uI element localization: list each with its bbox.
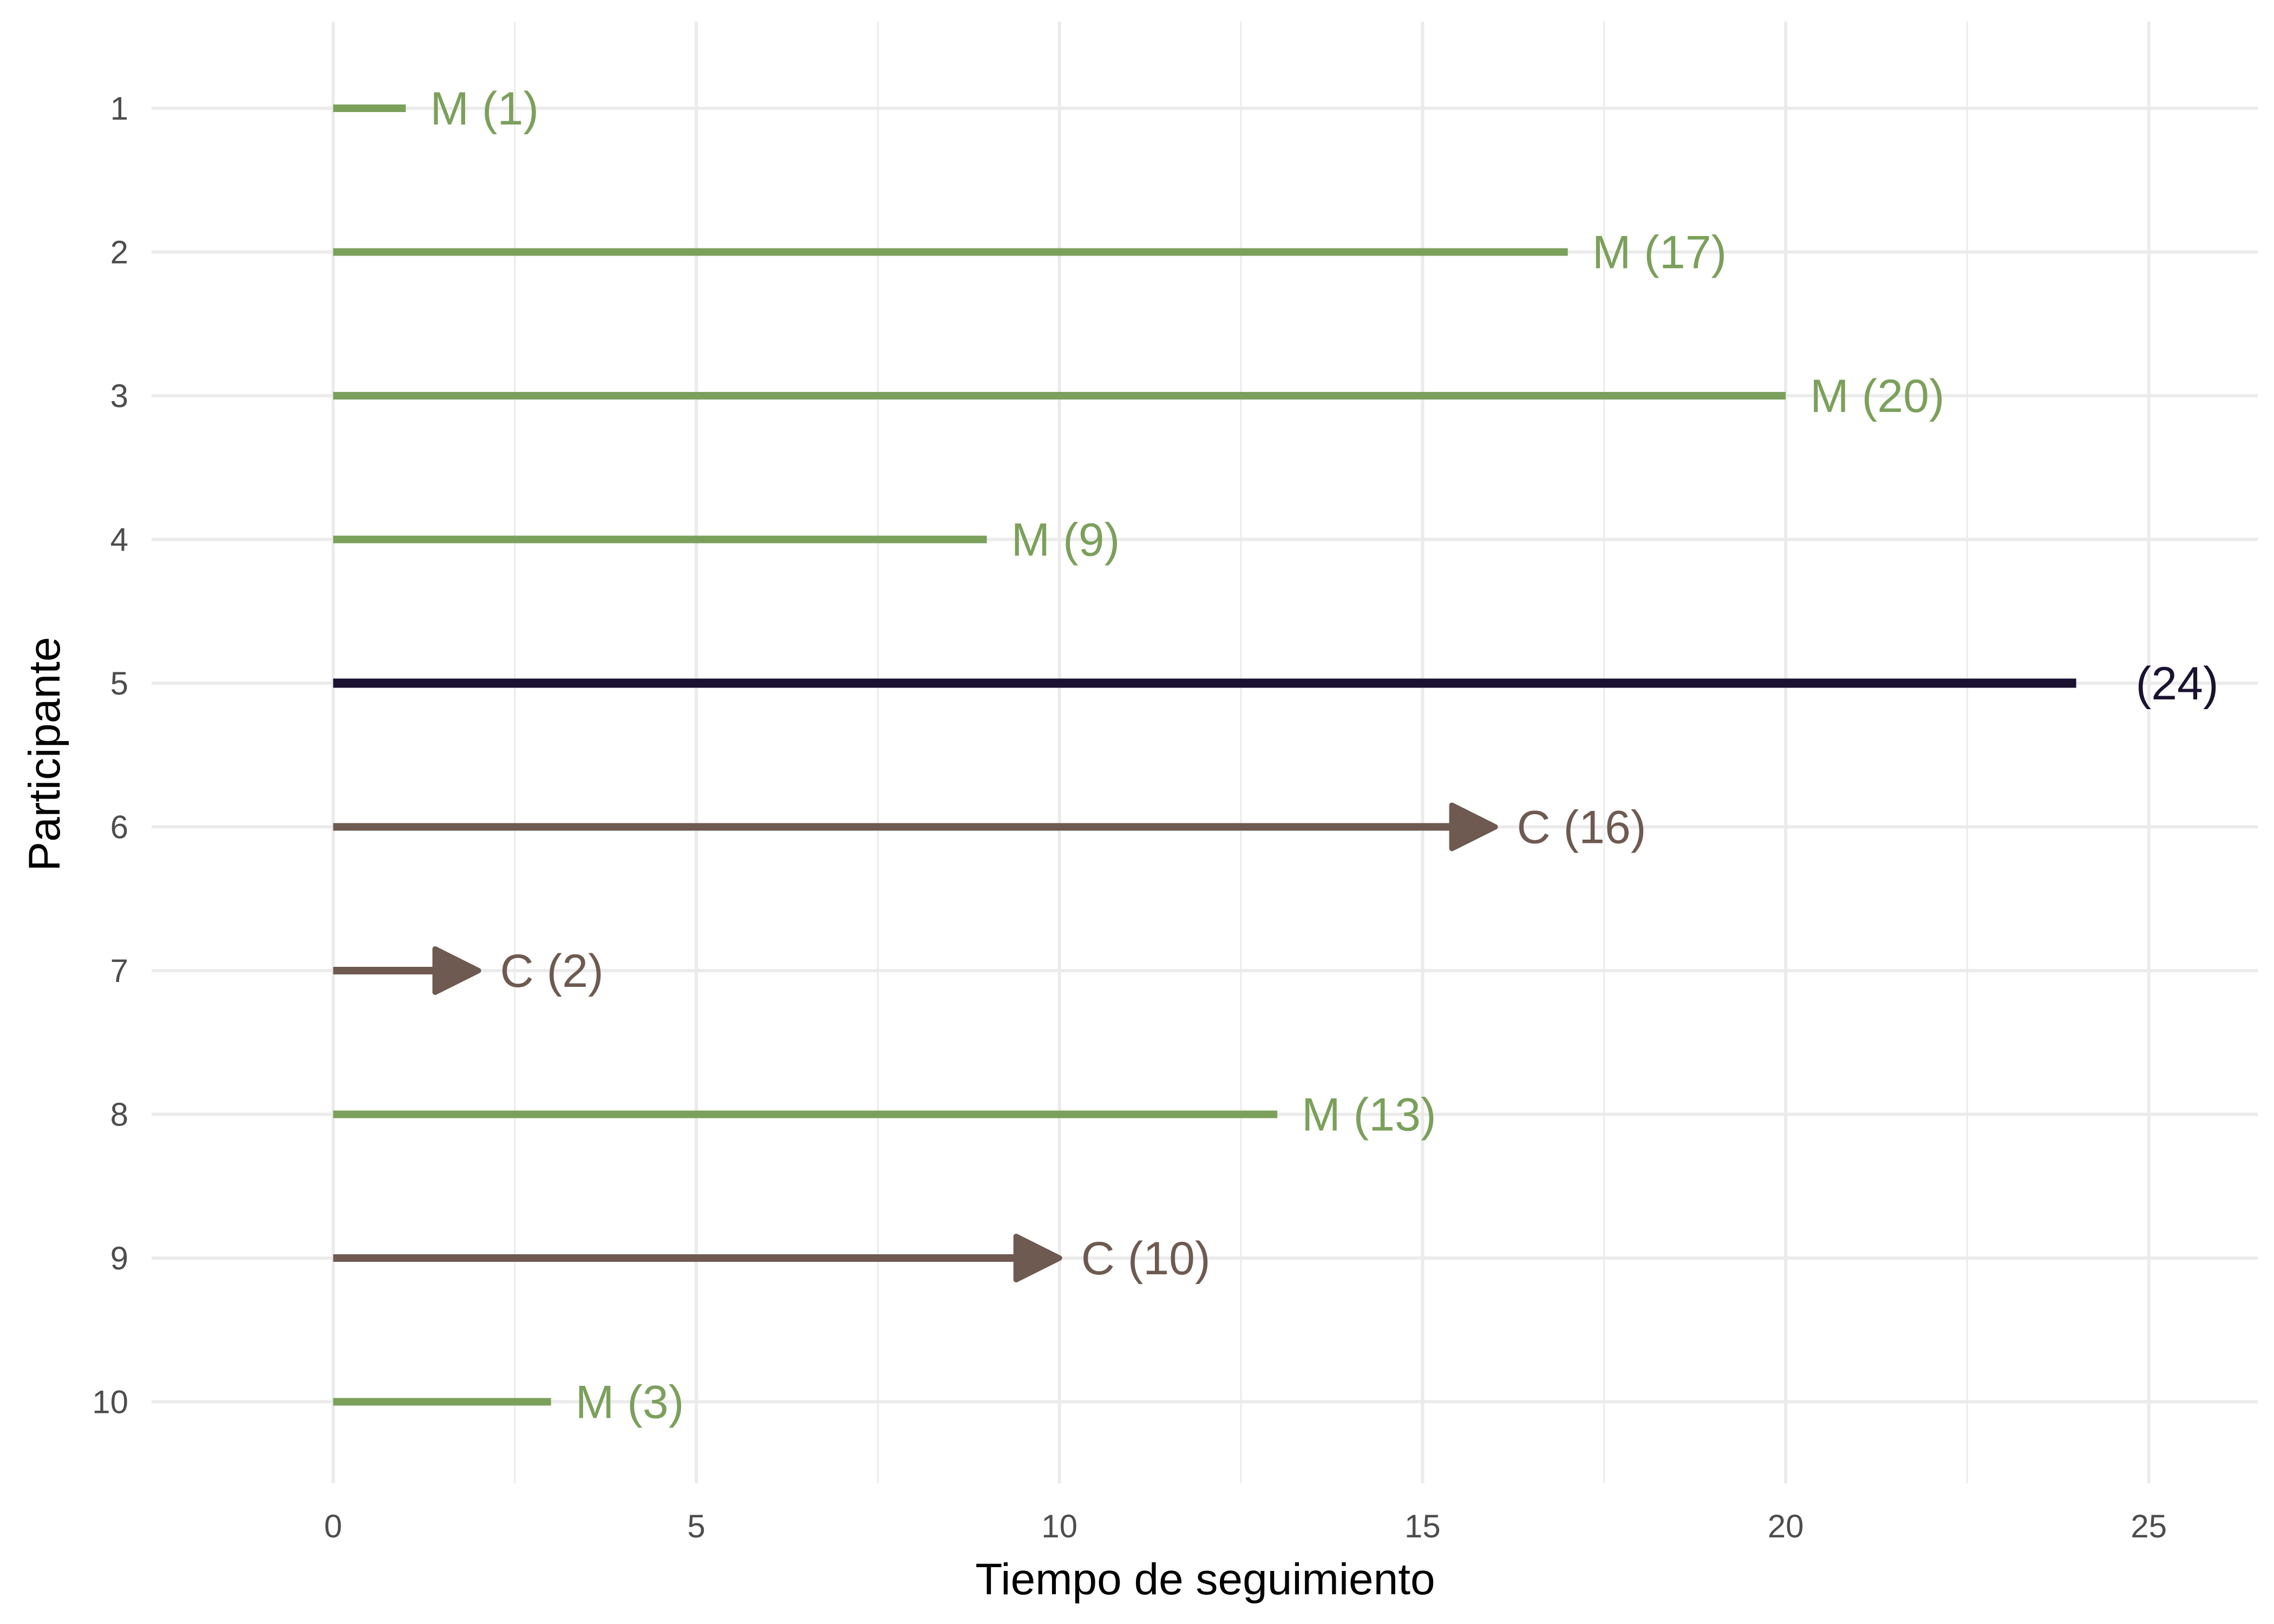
bar-label: C (2) xyxy=(500,945,604,997)
x-tick-label: 5 xyxy=(687,1508,705,1544)
bar-label: M (20) xyxy=(1810,370,1944,422)
y-tick-label: 6 xyxy=(110,809,128,846)
censored-arrowhead xyxy=(432,946,481,995)
censored-arrowhead xyxy=(1449,802,1498,852)
bar-label: C (16) xyxy=(1517,802,1646,854)
x-tick-label: 25 xyxy=(2131,1508,2167,1544)
bar-label: M (9) xyxy=(1011,514,1120,566)
bar-label: M (17) xyxy=(1592,227,1727,279)
y-axis-ticks: 1 2 3 4 5 6 7 8 9 10 xyxy=(92,90,128,1420)
bar-label: M (1) xyxy=(430,83,539,135)
y-tick-label: 5 xyxy=(110,665,128,702)
minor-gridlines xyxy=(514,22,1968,1483)
x-tick-label: 15 xyxy=(1404,1508,1441,1544)
y-tick-label: 2 xyxy=(110,234,128,271)
x-tick-label: 0 xyxy=(324,1508,342,1544)
bar-label: M (3) xyxy=(576,1377,684,1429)
y-axis-title: Participante xyxy=(20,637,69,871)
y-tick-label: 1 xyxy=(110,90,128,127)
y-tick-label: 10 xyxy=(92,1384,128,1420)
y-tick-label: 4 xyxy=(110,522,128,558)
bar-labels: M (1) M (17) M (20) M (9) (24) C (16) C (2) M (… xyxy=(430,83,2218,1429)
bar-label: (24) xyxy=(2136,658,2219,710)
y-tick-label: 8 xyxy=(110,1097,128,1133)
x-tick-label: 10 xyxy=(1041,1508,1077,1544)
censored-arrowhead xyxy=(1013,1234,1062,1282)
x-tick-label: 20 xyxy=(1768,1508,1804,1544)
x-axis-title: Tiempo de seguimiento xyxy=(975,1555,1435,1604)
y-tick-label: 3 xyxy=(110,378,128,414)
follow-up-bars xyxy=(333,104,2076,1406)
x-axis-ticks: 0 5 10 15 20 25 xyxy=(324,1508,2167,1544)
bar-label: C (10) xyxy=(1081,1233,1211,1285)
y-tick-label: 7 xyxy=(110,953,128,989)
y-tick-label: 9 xyxy=(110,1240,128,1276)
bar-label: M (13) xyxy=(1302,1089,1436,1141)
